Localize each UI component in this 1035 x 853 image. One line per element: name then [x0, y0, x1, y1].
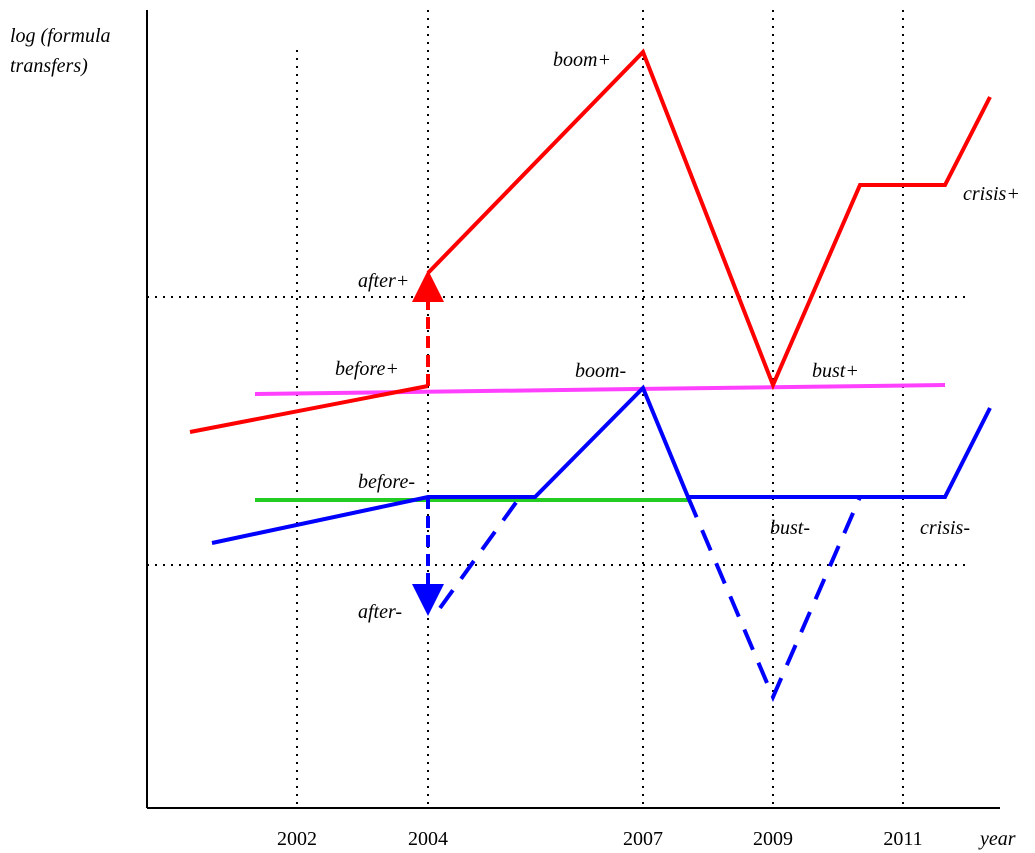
annotation: bust- — [770, 517, 810, 539]
x-tick-label: 2009 — [753, 828, 793, 850]
x-tick-label: 2002 — [277, 828, 317, 850]
annotation: boom- — [575, 360, 626, 382]
annotation: crisis- — [920, 517, 970, 539]
axes — [146, 10, 1000, 809]
annotation: bust+ — [812, 360, 859, 382]
x-tick-label: 2004 — [408, 828, 448, 850]
annotation: after- — [358, 601, 402, 623]
x-tick-label: 2011 — [883, 828, 922, 850]
lines — [189, 48, 992, 703]
annotation: before+ — [335, 358, 399, 380]
x-tick-label: 2007 — [623, 828, 663, 850]
annotation: boom+ — [553, 49, 611, 71]
annotation: after+ — [358, 270, 409, 292]
grid — [147, 10, 970, 808]
x-axis-label: year — [978, 828, 1016, 850]
y-axis-label: transfers) — [10, 55, 88, 77]
annotation: before- — [358, 471, 415, 493]
y-axis-label: log (formula — [10, 25, 111, 47]
annotation: crisis+ — [963, 183, 1020, 205]
